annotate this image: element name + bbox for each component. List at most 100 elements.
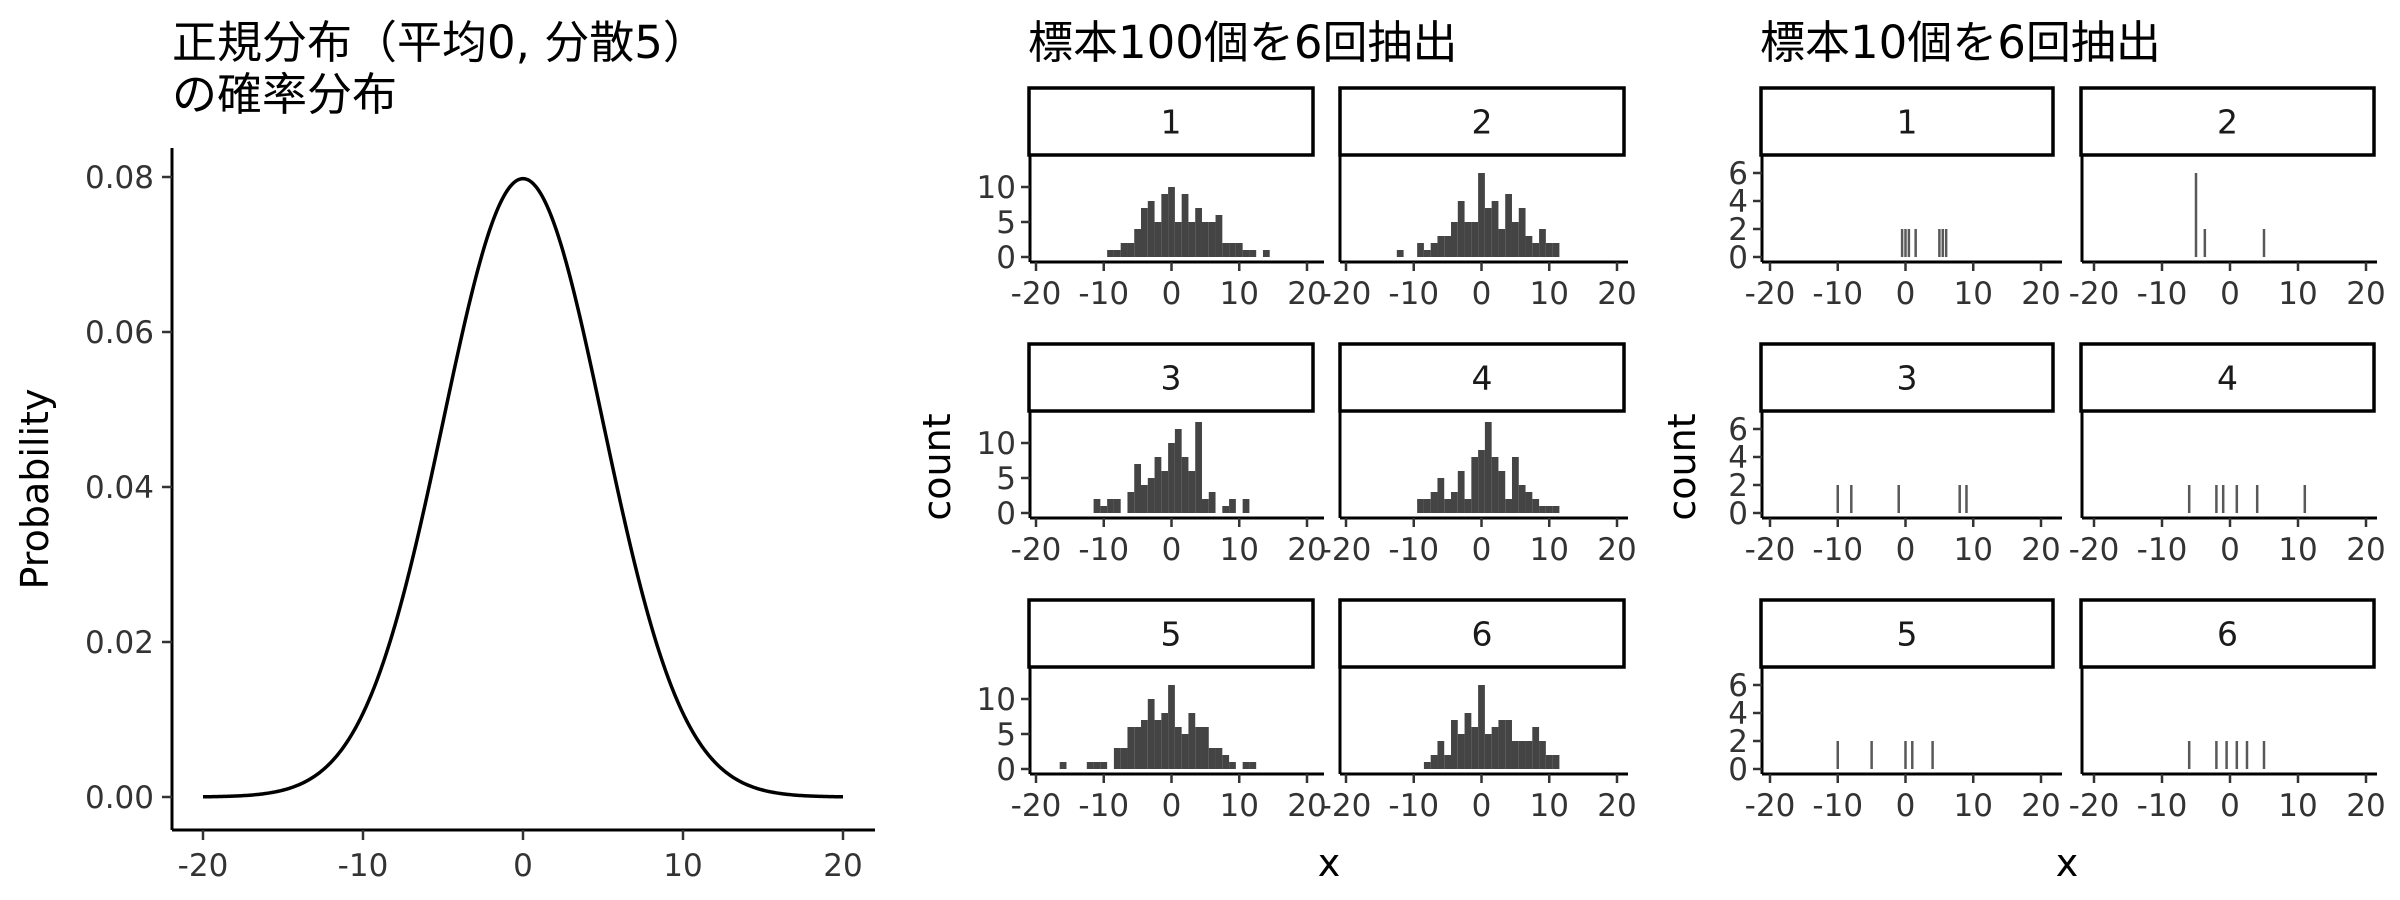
histogram-bar (1900, 229, 1904, 257)
x-tick-label: 20 (1597, 276, 1636, 312)
y-tick-label: 10 (977, 170, 1016, 206)
y-tick-label: 0.00 (85, 780, 154, 816)
histogram-bar (1174, 429, 1182, 513)
x-tick-label: 10 (1220, 788, 1259, 824)
histogram-bar (1471, 727, 1479, 769)
facet-strip (2079, 598, 2376, 669)
histogram-bar (1907, 229, 1911, 257)
x-tick-label: 0 (513, 848, 533, 884)
histogram-bar (1093, 499, 1101, 513)
facet-strip-label: 6 (1472, 615, 1493, 654)
histogram-bar (1471, 457, 1479, 513)
histogram-bar (1127, 243, 1135, 257)
histogram-bar (1545, 506, 1553, 513)
histogram-bar (1444, 236, 1452, 257)
chart-title: 標本10個を6回抽出 (1760, 16, 2161, 69)
x-axis-title: x (2056, 841, 2079, 885)
histogram-bar (1437, 478, 1445, 513)
histogram-bar (1168, 187, 1175, 257)
histogram-bar (1229, 762, 1236, 769)
histogram-bar (1195, 422, 1202, 513)
facet-strip (1338, 598, 1626, 669)
histogram-bar (1154, 720, 1162, 769)
facet-4: 4 -20 -10 0 10 20 (2069, 342, 2386, 568)
chart-title: 標本100個を6回抽出 (1028, 16, 1458, 69)
y-tick-label: 6 (1728, 156, 1748, 192)
histogram-bar (1478, 173, 1485, 257)
histogram-bar (1430, 492, 1438, 513)
histogram-bar (1532, 243, 1540, 257)
x-tick-label: -10 (1078, 276, 1129, 312)
facet-6: 6 -20 -10 0 10 20 (2069, 598, 2386, 824)
x-tick-label: 10 (1954, 532, 1993, 568)
x-tick-label: 20 (1597, 532, 1636, 568)
facet-strip (1338, 86, 1626, 157)
histogram-bar (1938, 229, 1941, 257)
histogram-bar (2203, 229, 2207, 257)
histogram-bar (1491, 727, 1499, 769)
histogram-bar (1545, 243, 1553, 257)
histogram-bar (1457, 471, 1465, 513)
histogram-bar (2262, 229, 2266, 257)
x-tick-label: 0 (1472, 788, 1492, 824)
x-tick-label: -10 (1078, 532, 1129, 568)
histogram-bar (1965, 485, 1968, 513)
y-tick-label: 2 (1728, 468, 1748, 504)
histogram-bar (1931, 741, 1934, 769)
histogram-bar (1552, 243, 1560, 257)
histogram-bar (1208, 492, 1216, 513)
histogram-bar (1518, 741, 1526, 769)
x-tick-label: -20 (1011, 532, 1062, 568)
histogram-bar (1242, 250, 1250, 257)
histogram-bar (1161, 194, 1169, 257)
x-tick-label: -20 (1011, 276, 1062, 312)
histogram-bar (1430, 243, 1438, 257)
histogram-bar (1430, 755, 1438, 769)
density-line (202, 176, 844, 799)
facet-2: 2 -20 -10 0 10 20 (1321, 86, 1637, 312)
histogram-bar (2262, 741, 2266, 769)
histogram-bar (1107, 250, 1114, 257)
histogram-bar (1222, 755, 1230, 769)
histogram-bar (2194, 173, 2198, 257)
histogram-bar (1229, 243, 1236, 257)
y-tick-label: 0.08 (85, 160, 154, 196)
y-tick-label: 6 (1728, 668, 1748, 704)
histogram-bar (2187, 741, 2191, 769)
x-tick-label: -20 (2069, 532, 2120, 568)
x-tick-label: 20 (2021, 532, 2060, 568)
histogram-bar (1552, 755, 1560, 769)
histogram-bar (1107, 499, 1114, 513)
histogram-bar (1201, 727, 1209, 769)
histogram-bar (1836, 485, 1839, 513)
x-tick-label: 20 (2021, 788, 2060, 824)
histogram-bar (2245, 741, 2249, 769)
histogram-bar (1484, 734, 1492, 769)
histogram-bar (1242, 499, 1250, 513)
histogram-bar (1113, 748, 1121, 769)
x-tick-label: 10 (1954, 788, 1993, 824)
histogram-bar (1525, 236, 1533, 257)
histogram-bar (2225, 741, 2228, 769)
x-tick-label: -10 (1812, 788, 1863, 824)
x-tick-label: 10 (1530, 788, 1569, 824)
histogram-bar (1836, 741, 1839, 769)
facet-strip-label: 2 (1472, 103, 1493, 142)
histogram-bar (1941, 229, 1945, 257)
y-tick-label: 0.02 (85, 625, 154, 661)
histogram-bar (2187, 485, 2191, 513)
histogram-bar (1944, 229, 1948, 257)
y-tick-label: 0 (1728, 496, 1748, 532)
histogram-bar (1423, 250, 1431, 257)
histogram-bar (1059, 762, 1067, 769)
facet-strip (2079, 342, 2376, 413)
histogram-bar (1437, 236, 1445, 257)
x-tick-label: 20 (1287, 532, 1326, 568)
histogram-bar (1134, 464, 1142, 513)
histogram-bar (1215, 748, 1223, 769)
histogram-bar (1127, 727, 1135, 769)
histogram-bar (1222, 506, 1230, 513)
histogram-bar (1491, 457, 1499, 513)
